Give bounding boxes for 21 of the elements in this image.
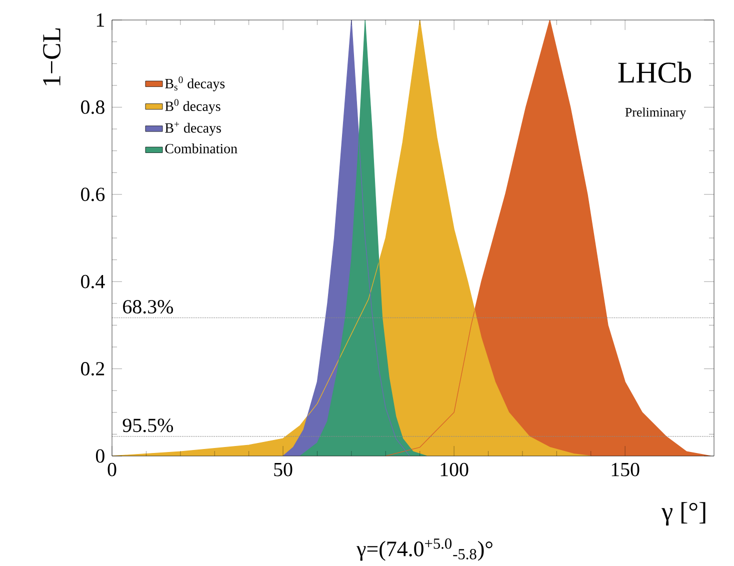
y-tick-label: 0.8: [81, 100, 104, 114]
annotation: 68.3%: [123, 300, 173, 314]
x-tick-label: 0: [108, 462, 116, 476]
y-tick-label: 0: [96, 449, 104, 463]
annotation: LHCb: [618, 62, 691, 83]
text: γ=(74.0$^{+5.0}$$_{-5.8}$)°: [356, 538, 492, 561]
y-tick-label: 1: [96, 13, 104, 27]
annotation: 95.5%: [122, 418, 173, 432]
y-tick-label: 0.4: [81, 274, 105, 288]
legend-label: B$^{+}$ decays: [165, 122, 221, 136]
x-tick-label: 50: [274, 462, 292, 476]
annotation: Preliminary: [625, 107, 686, 120]
legend-label: B$^{0}$ decays: [165, 99, 220, 114]
x-tick-label: 150: [612, 462, 640, 476]
legend-label: Combination: [165, 144, 238, 154]
y-tick-label: 0.6: [81, 188, 105, 202]
y-axis-title: 1−CL: [43, 28, 60, 86]
x-tick-label: 100: [440, 462, 468, 476]
x-axis-title: γ [°]: [662, 502, 706, 526]
legend-label: B$_{s}$$^{0}$ decays: [165, 76, 225, 92]
y-tick-label: 0.2: [81, 362, 104, 376]
